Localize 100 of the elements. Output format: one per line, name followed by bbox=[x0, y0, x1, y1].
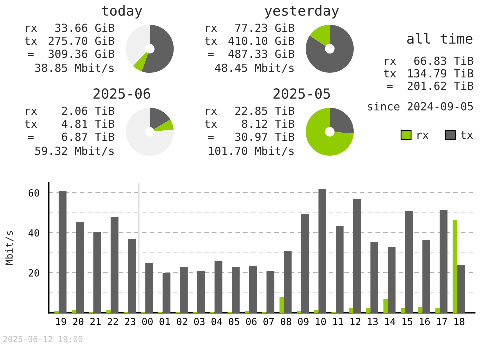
donut-slice bbox=[142, 25, 174, 73]
text: 22.85 TiB bbox=[236, 106, 294, 116]
donut-slice bbox=[126, 108, 174, 156]
text: = bbox=[28, 53, 34, 56]
bar bbox=[94, 232, 102, 313]
y-axis-title: Mbit/s bbox=[6, 231, 14, 266]
text: 487.33 GiB bbox=[228, 50, 294, 58]
bar bbox=[318, 189, 327, 313]
bar bbox=[349, 308, 354, 313]
x-tick-label: 07 bbox=[264, 318, 274, 326]
x-tick-label: 15 bbox=[402, 318, 413, 326]
y-tick-label: 20 bbox=[28, 270, 40, 277]
bar bbox=[76, 222, 84, 313]
bar bbox=[366, 308, 371, 313]
bar bbox=[314, 310, 319, 313]
text: 275.70 GiB bbox=[48, 36, 114, 46]
chart-title: 2025-06 bbox=[94, 88, 150, 100]
bar bbox=[388, 247, 396, 313]
legend-label: tx bbox=[460, 131, 474, 140]
text: tx bbox=[25, 120, 38, 128]
x-tick-label: 19 bbox=[56, 318, 66, 326]
bar bbox=[180, 267, 188, 313]
text: 6.87 TiB bbox=[62, 132, 114, 142]
bar bbox=[440, 210, 448, 313]
text: 2025-06-12 19:00 bbox=[4, 336, 83, 342]
x-tick-label: 22 bbox=[108, 318, 118, 326]
text: 77.23 GiB bbox=[236, 24, 294, 32]
x-tick-label: 20 bbox=[73, 318, 84, 326]
x-tick-label: 11 bbox=[334, 318, 344, 326]
text: tx bbox=[205, 120, 218, 128]
x-tick-label: 00 bbox=[142, 318, 153, 326]
x-tick-label: 18 bbox=[454, 318, 465, 326]
text: 201.62 TiB bbox=[408, 82, 474, 90]
bar bbox=[162, 273, 171, 313]
x-tick-label: 02 bbox=[177, 318, 188, 326]
x-tick-label: 08 bbox=[281, 318, 292, 326]
chart-title: 2025-05 bbox=[274, 88, 330, 100]
bar bbox=[400, 308, 406, 313]
x-tick-label: 13 bbox=[368, 318, 378, 326]
text: rx bbox=[206, 108, 218, 116]
x-tick-label: 01 bbox=[160, 318, 170, 326]
donut-slice bbox=[150, 108, 171, 130]
text: rx bbox=[385, 58, 396, 66]
text: tx bbox=[384, 70, 396, 78]
text: rx bbox=[206, 26, 218, 32]
donut-slice bbox=[133, 52, 148, 72]
bar bbox=[214, 261, 223, 313]
donut-slice bbox=[306, 108, 354, 156]
bar bbox=[280, 297, 284, 313]
bar bbox=[106, 310, 111, 313]
text: 309.36 GiB bbox=[48, 50, 114, 58]
bar bbox=[110, 217, 119, 313]
text: 59.32 Mbit/s bbox=[36, 146, 114, 156]
y-tick-label: 40 bbox=[28, 230, 40, 237]
donut-slice bbox=[306, 25, 354, 73]
text: 4.81 TiB bbox=[62, 120, 114, 128]
text: = bbox=[28, 136, 34, 140]
bar bbox=[72, 310, 76, 313]
x-tick-label: 21 bbox=[90, 318, 101, 326]
text: = bbox=[208, 53, 214, 56]
x-tick-label: 23 bbox=[125, 318, 136, 326]
x-tick-label: 05 bbox=[229, 318, 240, 326]
text: all time bbox=[407, 33, 473, 44]
text: 33.66 GiB bbox=[56, 24, 114, 32]
chart-title: yesterday bbox=[265, 5, 340, 19]
bar bbox=[58, 191, 67, 313]
donut-slice bbox=[330, 108, 354, 134]
x-tick-label: 16 bbox=[420, 318, 430, 326]
bar bbox=[232, 267, 240, 313]
bar bbox=[128, 239, 136, 313]
bar bbox=[353, 199, 362, 313]
text: since 2024-09-05 bbox=[368, 102, 474, 111]
text: = bbox=[208, 136, 214, 140]
bar bbox=[405, 211, 414, 313]
bar bbox=[197, 271, 206, 313]
text: 101.70 Mbit/s bbox=[209, 146, 294, 156]
bar bbox=[249, 266, 258, 313]
donut-slice bbox=[154, 120, 174, 132]
chart-title: today bbox=[102, 5, 142, 19]
x-tick-label: 03 bbox=[194, 318, 205, 326]
text: 48.45 Mbit/s bbox=[215, 64, 294, 74]
text: rx bbox=[26, 108, 38, 116]
bar bbox=[384, 299, 388, 313]
bar bbox=[422, 240, 430, 313]
bar bbox=[336, 226, 344, 313]
text: = bbox=[387, 85, 393, 88]
bar bbox=[266, 271, 275, 313]
text: 410.10 GiB bbox=[228, 36, 294, 46]
text: tx bbox=[25, 37, 38, 46]
bar bbox=[284, 251, 292, 313]
bar bbox=[301, 214, 310, 313]
donut-slice bbox=[310, 25, 330, 46]
x-tick-label: 09 bbox=[298, 318, 309, 326]
text: 134.79 TiB bbox=[408, 69, 474, 78]
text: 8.12 TiB bbox=[242, 120, 294, 128]
text: 66.83 TiB bbox=[414, 56, 474, 66]
bar bbox=[370, 242, 378, 313]
bar bbox=[457, 265, 466, 313]
y-tick-label: 60 bbox=[28, 190, 40, 197]
bar bbox=[146, 263, 154, 313]
